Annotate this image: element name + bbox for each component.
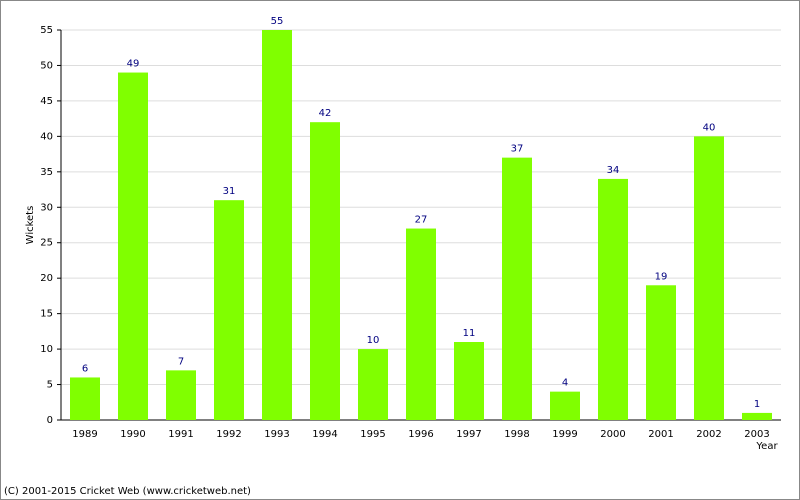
bar xyxy=(166,370,196,420)
bar xyxy=(70,377,100,420)
bar xyxy=(406,228,436,420)
value-label: 19 xyxy=(655,271,668,282)
bar xyxy=(358,349,388,420)
y-tick-label: 35 xyxy=(40,167,53,178)
x-tick-label: 2002 xyxy=(696,429,721,440)
bar xyxy=(694,136,724,420)
footer: (C) 2001-2015 Cricket Web (www.cricketwe… xyxy=(4,486,251,497)
bar xyxy=(550,391,580,420)
value-label: 42 xyxy=(319,108,332,119)
y-tick-label: 55 xyxy=(40,25,53,36)
x-tick-label: 1993 xyxy=(264,429,289,440)
value-label: 11 xyxy=(463,328,476,339)
value-label: 1 xyxy=(754,399,760,410)
y-tick-label: 50 xyxy=(40,60,53,71)
bar xyxy=(502,157,532,421)
bar xyxy=(214,200,244,420)
x-tick-label: 1994 xyxy=(312,429,337,440)
value-label: 10 xyxy=(367,335,380,346)
bar xyxy=(598,178,628,420)
x-tick-label: 1995 xyxy=(360,429,385,440)
x-tick-label: 1998 xyxy=(504,429,529,440)
x-tick-label: 1991 xyxy=(168,429,193,440)
x-tick-label: 2000 xyxy=(600,429,625,440)
y-tick-label: 0 xyxy=(47,415,53,426)
x-tick-label: 2001 xyxy=(648,429,673,440)
y-tick-label: 5 xyxy=(47,380,53,391)
y-tick-label: 40 xyxy=(40,131,53,142)
bar xyxy=(742,412,772,420)
value-label: 31 xyxy=(223,186,236,197)
value-label: 7 xyxy=(178,356,184,367)
value-label: 55 xyxy=(271,16,284,27)
x-tick-label: 1990 xyxy=(120,429,145,440)
x-tick-label: 1992 xyxy=(216,429,241,440)
bar xyxy=(646,285,676,420)
value-label: 4 xyxy=(562,378,568,389)
bar xyxy=(118,72,148,420)
value-label: 27 xyxy=(415,215,428,226)
x-tick-label: 1999 xyxy=(552,429,577,440)
y-tick-label: 10 xyxy=(40,344,53,355)
value-label: 34 xyxy=(607,165,620,176)
y-tick-label: 30 xyxy=(40,202,53,213)
x-tick-label: 1996 xyxy=(408,429,433,440)
x-tick-label: 1997 xyxy=(456,429,481,440)
y-tick-label: 20 xyxy=(40,273,53,284)
y-tick-label: 15 xyxy=(40,309,53,320)
x-tick-label: 1989 xyxy=(72,429,97,440)
value-label: 49 xyxy=(127,59,140,70)
x-axis-label: Year xyxy=(755,441,778,452)
value-label: 40 xyxy=(703,122,716,133)
bar xyxy=(310,122,340,420)
y-tick-label: 45 xyxy=(40,96,53,107)
value-label: 6 xyxy=(82,363,88,374)
value-label: 37 xyxy=(511,144,524,155)
x-tick-label: 2003 xyxy=(744,429,769,440)
bar xyxy=(262,30,292,420)
bar xyxy=(454,342,484,420)
y-axis-label: Wickets xyxy=(25,206,36,245)
y-tick-label: 25 xyxy=(40,238,53,249)
